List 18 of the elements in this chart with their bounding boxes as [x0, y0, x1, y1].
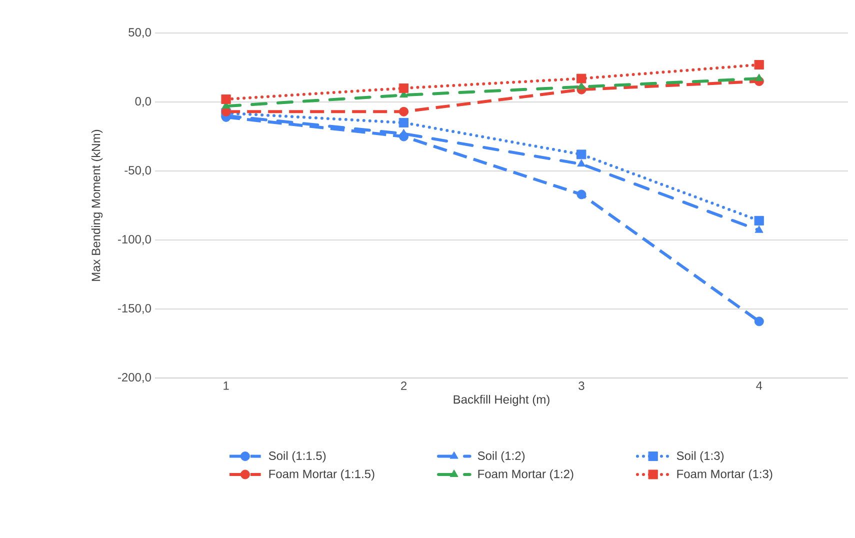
- legend-label: Foam Mortar (1:3): [677, 469, 772, 481]
- legend-label: Foam Mortar (1:1.5): [269, 469, 374, 481]
- y-tick-label: -150,0: [118, 304, 152, 314]
- y-tick-label: -200,0: [118, 373, 152, 383]
- x-tick-label: 2: [401, 382, 407, 390]
- x-tick-label: 1: [224, 382, 229, 390]
- y-tick-label: -50,0: [124, 166, 152, 176]
- x-tick-label: 3: [578, 382, 584, 390]
- y-tick-label: -100,0: [118, 235, 152, 245]
- y-tick-label: 0,0: [135, 97, 152, 107]
- legend-label: Soil (1:3): [676, 451, 724, 462]
- legend-label: Soil (1:2): [478, 451, 525, 462]
- x-axis-title: Backfill Height (m): [454, 394, 550, 406]
- legend-label: Foam Mortar (1:2): [478, 469, 574, 481]
- legend-label: Soil (1:1.5): [268, 451, 326, 462]
- y-tick-label: 50,0: [128, 28, 152, 38]
- x-tick-label: 4: [756, 382, 762, 390]
- y-axis-title: Max Bending Moment (kNm): [91, 130, 103, 281]
